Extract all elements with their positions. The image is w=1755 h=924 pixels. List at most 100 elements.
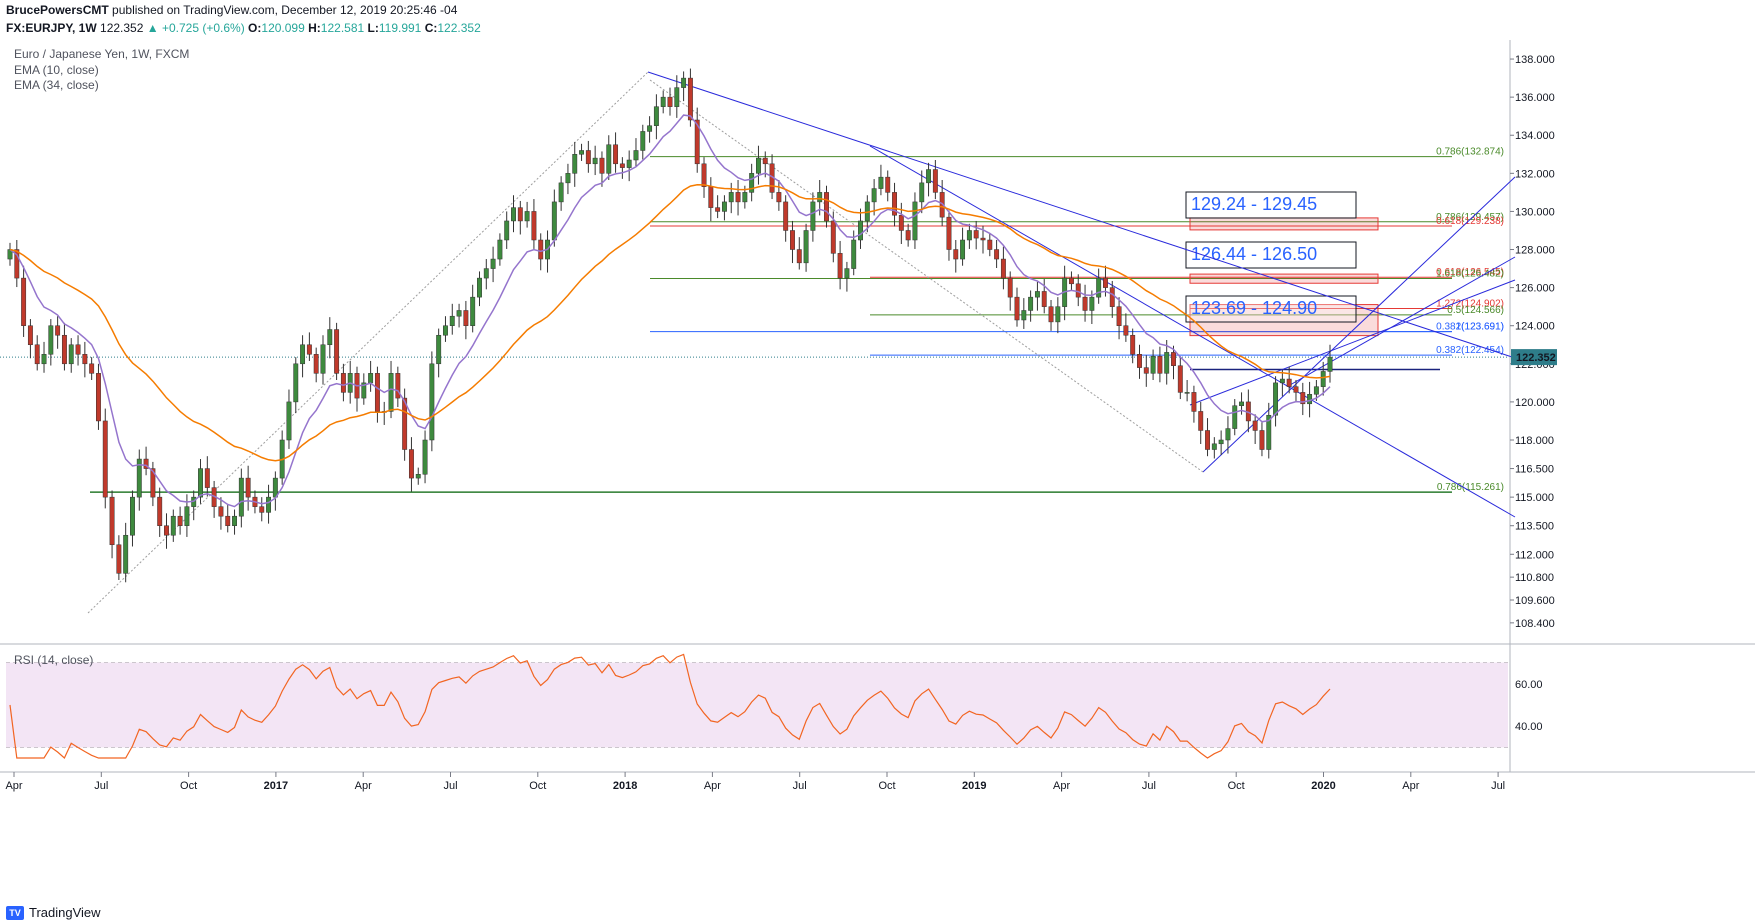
candle-body bbox=[912, 201, 918, 241]
candle-body bbox=[1109, 287, 1115, 307]
candle-body bbox=[225, 515, 231, 526]
author-name[interactable]: BrucePowersCMT bbox=[6, 3, 109, 17]
candle-body bbox=[157, 496, 163, 526]
candle-body bbox=[443, 325, 448, 336]
candle-body bbox=[1048, 306, 1054, 323]
candle-body bbox=[558, 182, 564, 203]
price-chart[interactable]: 0.786(132.874) 0.786(129.457)0.618(129.23… bbox=[0, 40, 1755, 900]
fib-level-label: 0.786(115.261) bbox=[1437, 482, 1504, 493]
candle-body bbox=[415, 474, 421, 479]
time-tick-label: Apr bbox=[355, 780, 372, 792]
rsi-legend[interactable]: RSI (14, close) bbox=[14, 653, 93, 667]
candle-body bbox=[565, 173, 571, 184]
target-box-label: 126.44 - 126.50 bbox=[1191, 244, 1317, 264]
fib-level-label: 0.382(122.454) bbox=[1436, 345, 1504, 356]
candle-body bbox=[660, 96, 666, 107]
price-tag-text: 122.352 bbox=[1516, 352, 1556, 364]
trend-dotted bbox=[649, 79, 1204, 473]
fib-level-label: 0.786(129.457) bbox=[1436, 212, 1504, 223]
candle-body bbox=[667, 96, 673, 107]
time-tick-label: Jul bbox=[443, 780, 457, 792]
target-zone bbox=[1189, 217, 1379, 231]
price-axis[interactable]: 138.000 136.000 134.000 132.000 130.000 128.0… bbox=[1510, 54, 1555, 630]
candle-body bbox=[742, 192, 748, 203]
rsi-tick-label: 40.00 bbox=[1515, 721, 1543, 733]
candle-body bbox=[980, 237, 986, 241]
candle-body bbox=[817, 192, 823, 203]
ema34-legend[interactable]: EMA (34, close) bbox=[14, 78, 99, 92]
candle-body bbox=[749, 173, 755, 193]
candle-body bbox=[395, 373, 401, 399]
price-tick-label: 132.000 bbox=[1515, 168, 1555, 180]
time-tick-label: Apr bbox=[704, 780, 721, 792]
candle-body bbox=[218, 506, 224, 517]
time-tick-label: 2019 bbox=[962, 780, 986, 792]
open-label: O: bbox=[248, 21, 262, 35]
close-label: C: bbox=[424, 21, 438, 35]
candle-body bbox=[701, 163, 707, 187]
price-tick-label: 116.500 bbox=[1515, 464, 1554, 476]
candle-body bbox=[408, 449, 414, 479]
high-value: 122.581 bbox=[320, 21, 365, 35]
price-tick-label: 118.000 bbox=[1515, 435, 1554, 447]
header-line-2: FX:EURJPY, 1W 122.352 ▲ +0.725 (+0.6%) O… bbox=[6, 21, 481, 35]
candle-body bbox=[776, 192, 782, 203]
candle-body bbox=[1075, 283, 1081, 298]
candle-body bbox=[1300, 392, 1306, 405]
candle-body bbox=[708, 186, 714, 208]
ema10-legend[interactable]: EMA (10, close) bbox=[14, 63, 99, 77]
candle-body bbox=[497, 239, 503, 260]
candle-body bbox=[1137, 354, 1142, 368]
candle-body bbox=[1007, 277, 1013, 298]
price-change: ▲ +0.725 (+0.6%) bbox=[146, 21, 245, 35]
candle-body bbox=[102, 420, 108, 498]
price-tick-label: 128.000 bbox=[1515, 245, 1555, 257]
candle-body bbox=[41, 354, 47, 365]
candle-body bbox=[449, 315, 455, 326]
rsi-band bbox=[6, 662, 1508, 748]
time-tick-label: Oct bbox=[180, 780, 197, 792]
candle-body bbox=[926, 169, 932, 184]
candle-body bbox=[14, 249, 20, 279]
fib-level-label: 1.618(126.482) bbox=[1436, 268, 1504, 279]
candle-body bbox=[790, 230, 795, 250]
candle-body bbox=[687, 77, 693, 121]
candle-body bbox=[170, 515, 176, 536]
fib-level-label: 0.618(126.545) bbox=[1436, 267, 1504, 278]
ema10-line bbox=[9, 114, 1331, 508]
time-tick-label: Jul bbox=[94, 780, 108, 792]
time-tick-label: 2017 bbox=[264, 780, 288, 792]
candle-body bbox=[606, 144, 612, 174]
trend-line bbox=[1189, 279, 1516, 406]
candle-body bbox=[477, 277, 482, 298]
ema34-line bbox=[9, 184, 1331, 462]
candle-body bbox=[1279, 378, 1285, 384]
fib-level-label: 1(123.691) bbox=[1456, 322, 1504, 333]
candle-body bbox=[463, 310, 469, 326]
candle-body bbox=[653, 106, 659, 126]
candle-body bbox=[517, 207, 523, 222]
close-value: 122.352 bbox=[437, 21, 481, 35]
price-tick-label: 113.500 bbox=[1515, 521, 1554, 533]
time-tick-label: Jul bbox=[1491, 780, 1505, 792]
target-boxes: 129.24 - 129.45 126.44 - 126.50 123.69 - 1… bbox=[1185, 191, 1379, 337]
candle-body bbox=[143, 458, 149, 469]
candle-body bbox=[470, 296, 476, 326]
candle-body bbox=[613, 144, 619, 165]
low-value: 119.991 bbox=[378, 21, 422, 35]
time-axis[interactable]: Apr Jul Oct 2017 Apr Jul Oct 2018 Apr Jul Oct 2019 A… bbox=[5, 772, 1505, 792]
candle-body bbox=[1130, 334, 1136, 355]
candle-body bbox=[27, 325, 33, 346]
time-tick-label: 2020 bbox=[1311, 780, 1335, 792]
candle-body bbox=[286, 401, 292, 441]
candle-body bbox=[511, 207, 516, 222]
candle-body bbox=[783, 201, 789, 231]
candle-body bbox=[1252, 420, 1258, 431]
candle-body bbox=[374, 373, 380, 412]
open-value: 120.099 bbox=[261, 21, 305, 35]
tradingview-logo[interactable]: TV TradingView bbox=[6, 905, 101, 920]
candle-body bbox=[1211, 443, 1217, 450]
trend-line bbox=[1289, 256, 1516, 386]
candle-body bbox=[994, 249, 1000, 260]
candle-body bbox=[810, 201, 816, 231]
